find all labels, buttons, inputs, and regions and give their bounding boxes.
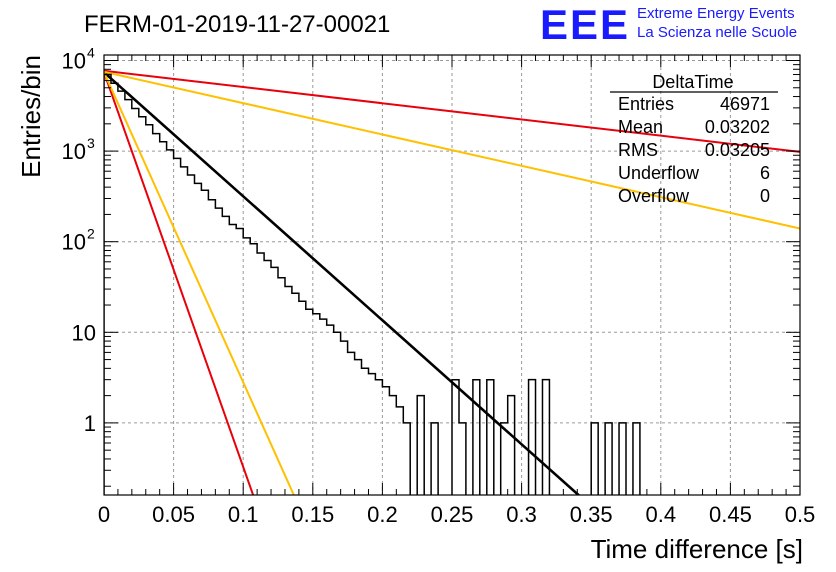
stats-row-label: Entries <box>618 94 674 114</box>
stats-row-label: Overflow <box>618 186 690 206</box>
series-line-orange <box>104 71 295 495</box>
x-tick-label: 0.15 <box>291 502 334 527</box>
x-tick-label: 0.35 <box>570 502 613 527</box>
y-tick-label: 10 <box>62 230 86 255</box>
histogram-bin <box>618 422 627 495</box>
x-tick-label: 0.2 <box>367 502 398 527</box>
stats-row-label: RMS <box>618 140 658 160</box>
x-tick-label: 0.45 <box>709 502 752 527</box>
series-line-red <box>104 71 255 495</box>
histogram-bin <box>590 422 599 495</box>
histogram-bin <box>541 378 551 495</box>
logo-line-1: Extreme Energy Events <box>637 5 795 22</box>
histogram-outline <box>104 73 516 495</box>
series-line-red <box>104 69 800 153</box>
stats-row-value: 0.03205 <box>705 140 770 160</box>
histogram-bin <box>527 378 537 495</box>
run-title: FERM-01-2019-11-27-00021 <box>84 11 390 38</box>
y-tick-exponent: 2 <box>87 226 95 242</box>
x-tick-label: 0.4 <box>646 502 677 527</box>
plot-area <box>104 69 800 495</box>
histogram-bin <box>632 422 641 495</box>
y-tick-label: 10 <box>62 48 86 73</box>
series-line-black <box>104 71 581 495</box>
stats-row-value: 6 <box>760 163 770 183</box>
x-tick-label: 0.3 <box>506 502 537 527</box>
stats-row-value: 46971 <box>720 94 770 114</box>
stats-row-label: Underflow <box>618 163 700 183</box>
x-tick-label: 0.1 <box>228 502 259 527</box>
x-tick-label: 0.5 <box>785 502 816 527</box>
y-tick-label: 1 <box>84 411 96 436</box>
eee-logo-mark: EEE <box>540 1 630 48</box>
x-tick-label: 0.05 <box>152 502 195 527</box>
stats-title: DeltaTime <box>652 72 733 92</box>
series-line-orange <box>104 70 800 230</box>
logo-line-2: La Scienza nelle Scuole <box>637 24 797 41</box>
y-axis-label: Entries/bin <box>16 55 46 178</box>
stats-row-value: 0.03202 <box>705 117 770 137</box>
axis-ticks: 0 0.05 0.1 0.15 0.2 0.25 0.3 0.35 0.4 0.45 0.5 1 10 1… <box>62 44 816 527</box>
x-tick-label: 0.25 <box>431 502 474 527</box>
stats-row-value: 0 <box>760 186 770 206</box>
eee-logo: EEE Extreme Energy Events La Scienza nel… <box>540 1 797 48</box>
stats-row-label: Mean <box>618 117 663 137</box>
y-tick-label: 10 <box>62 139 86 164</box>
y-tick-exponent: 3 <box>87 135 95 151</box>
stats-box: DeltaTime Entries 46971 Mean 0.03202 RMS 0.03… <box>610 72 778 206</box>
x-axis-label: Time difference [s] <box>591 534 803 564</box>
histogram-bin <box>604 422 613 495</box>
y-tick-exponent: 4 <box>87 44 95 60</box>
y-tick-label: 10 <box>72 320 96 345</box>
x-tick-label: 0 <box>98 502 110 527</box>
